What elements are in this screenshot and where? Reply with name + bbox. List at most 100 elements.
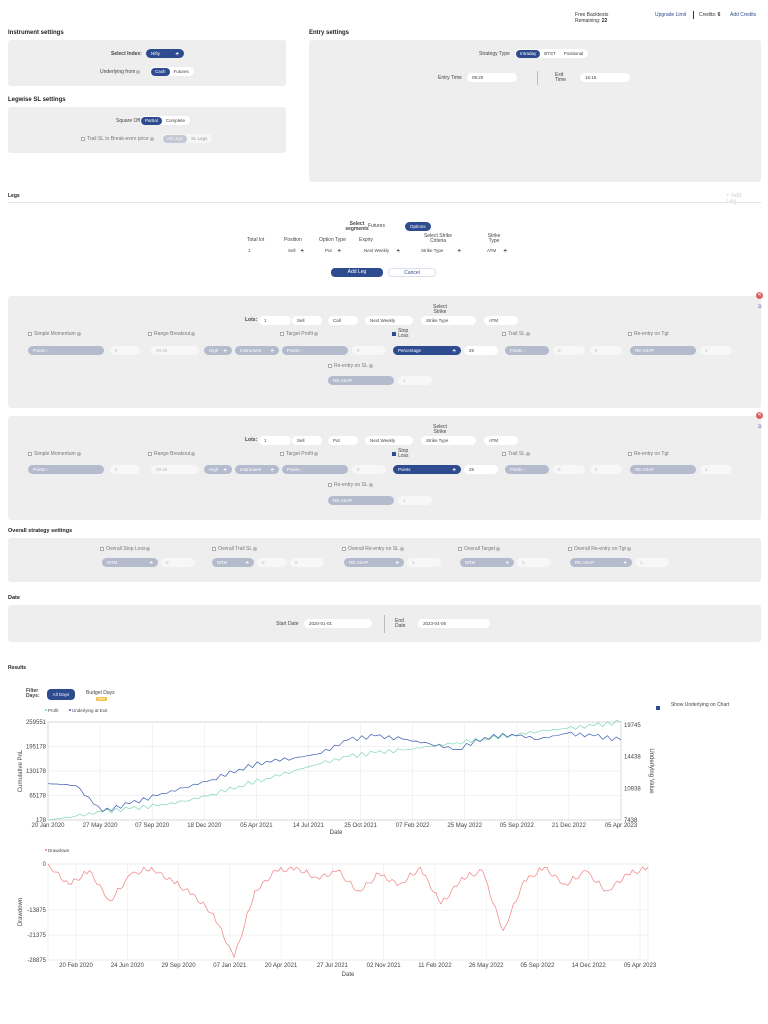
leg-2-reentry-sl-count[interactable]: 1 (398, 496, 432, 505)
leg-2-trail-x[interactable]: 0 (553, 465, 585, 474)
leg-2-reentry-tgt-type[interactable]: RE ASAP (630, 465, 696, 474)
leg-1-momentum-type[interactable]: Points ↑ (28, 346, 104, 355)
leg-2-position[interactable]: Sell (292, 436, 322, 445)
strategy-intraday[interactable]: Intraday (516, 49, 541, 58)
leg-1-option-type[interactable]: Call (328, 316, 358, 325)
leg-1-trail-x[interactable]: 0 (553, 346, 585, 355)
overall-target-option[interactable]: Overall Target (458, 546, 501, 552)
checkbox[interactable] (502, 451, 506, 456)
leg-1-trail-type[interactable]: Points ↑ (505, 346, 549, 355)
option-type-dropdown[interactable]: Put ⬘ (320, 246, 346, 255)
leg-1-simple-momentum[interactable]: Simple Momentum (28, 331, 81, 337)
leg-2-reentry-sl-type[interactable]: RE ASAP (328, 496, 394, 505)
end-date-input[interactable]: 2023-04-06 (418, 619, 490, 628)
leg-2-reentry-tgt[interactable]: Re-entry on Tgt (628, 451, 669, 457)
overall-reentry-sl-option[interactable]: Overall Re-entry on SL (342, 546, 404, 552)
leg-1-strike-criteria[interactable]: Strike Type (421, 316, 476, 325)
checkbox[interactable] (342, 546, 346, 551)
overall-sl-option[interactable]: Overall Stop Loss (100, 546, 151, 552)
leg-1-reentry-tgt-count[interactable]: 1 (700, 346, 732, 355)
overall-reentry-sl-count[interactable]: 1 (407, 558, 441, 567)
checkbox[interactable] (28, 451, 32, 456)
checkbox[interactable] (656, 705, 660, 710)
leg-1-reentry-tgt[interactable]: Re-entry on Tgt (628, 331, 669, 337)
strike-criteria-dropdown[interactable]: Strike Type ⬘ (416, 246, 466, 255)
leg-2-tp-type[interactable]: Points ↑ (282, 465, 348, 474)
select-index-dropdown[interactable]: Nifty ⬘ (146, 49, 184, 58)
leg-2-strike-criteria[interactable]: Strike Type (421, 436, 476, 445)
checkbox[interactable] (628, 451, 632, 456)
expiry-dropdown[interactable]: Next Weekly ⬘ (359, 246, 405, 255)
overall-trail-y[interactable]: 0 (290, 558, 324, 567)
show-underlying-checkbox[interactable] (656, 705, 662, 711)
leg-2-reentry-tgt-count[interactable]: 1 (700, 465, 732, 474)
checkbox[interactable] (328, 482, 332, 487)
leg-2-range-instrument[interactable]: Instrument ⬘ (235, 465, 279, 474)
leg-2-stop-loss[interactable]: Stop Loss (392, 449, 412, 459)
leg-2-trail-y[interactable]: 0 (590, 465, 622, 474)
leg-1-expiry[interactable]: Next Weekly (365, 316, 413, 325)
leg-1-range-time[interactable]: 09:45 (151, 346, 199, 355)
leg-1-strike[interactable]: ATM (484, 316, 518, 325)
entry-time-input[interactable]: 09:20 (467, 73, 517, 82)
leg-1-trail-sl[interactable]: Trail SL (502, 331, 531, 337)
leg-2-strike[interactable]: ATM (484, 436, 518, 445)
leg-2-expiry[interactable]: Next Weekly (365, 436, 413, 445)
leg-1-momentum-value[interactable]: 0 (110, 346, 140, 355)
overall-sl-type[interactable]: MTM ⬘ (102, 558, 158, 567)
leg-2-tp-value[interactable]: 0 (352, 465, 386, 474)
leg-2-momentum-value[interactable]: 0 (110, 465, 140, 474)
upgrade-limit-link[interactable]: Upgrade Limit (655, 12, 687, 18)
segment-futures[interactable]: Futures (368, 223, 385, 229)
overall-reentry-tgt-type[interactable]: RE ASAP ⬘ (570, 558, 632, 567)
trail-all-legs[interactable]: All Legs (163, 134, 188, 143)
checkbox[interactable] (100, 546, 104, 551)
leg-1-tp-value[interactable]: 0 (352, 346, 386, 355)
position-dropdown[interactable]: Sell ⬘ (283, 246, 309, 255)
leg-1-reentry-sl-count[interactable]: 1 (398, 376, 432, 385)
checkbox[interactable] (392, 452, 396, 456)
leg-1-position[interactable]: Sell (292, 316, 322, 325)
leg-1-sl-type[interactable]: Percentage ⬘ (393, 346, 461, 355)
leg-2-lots-input[interactable]: 1 (259, 436, 291, 445)
overall-trail-x[interactable]: 0 (257, 558, 287, 567)
checkbox[interactable] (568, 546, 572, 551)
leg-1-delete-icon[interactable]: ✕ (756, 292, 763, 299)
leg-2-momentum-type[interactable]: Points ↑ (28, 465, 104, 474)
segment-options[interactable]: Options (405, 222, 431, 231)
overall-reentry-tgt-option[interactable]: Overall Re-entry on Tgt (568, 546, 631, 552)
add-leg-corner-link[interactable]: + Add Leg (726, 193, 742, 205)
add-credits-link[interactable]: Add Credits (730, 12, 757, 18)
budget-days-button[interactable]: Budget Days (86, 690, 115, 696)
strategy-positional[interactable]: Positional (563, 50, 584, 56)
overall-target-value[interactable]: 0 (517, 558, 551, 567)
leg-1-lots-input[interactable]: 1 (259, 316, 291, 325)
checkbox[interactable] (458, 546, 462, 551)
leg-2-reentry-sl[interactable]: Re-entry on SL (328, 482, 373, 488)
leg-2-sl-type[interactable]: Points ⬘ (393, 465, 461, 474)
strategy-btst[interactable]: BTST (544, 50, 556, 56)
checkbox[interactable] (28, 331, 32, 336)
overall-trail-sl-option[interactable]: Overall Trail SL (212, 546, 258, 552)
leg-1-range-instrument[interactable]: Instrument ⬘ (235, 346, 279, 355)
leg-1-tp-type[interactable]: Points ↑ (282, 346, 348, 355)
add-leg-button[interactable]: Add Leg (331, 268, 383, 277)
checkbox[interactable] (628, 331, 632, 336)
cancel-button[interactable]: Cancel (388, 268, 436, 277)
leg-1-sl-value[interactable]: 25 (464, 346, 498, 355)
leg-1-trail-y[interactable]: 0 (590, 346, 622, 355)
leg-2-simple-momentum[interactable]: Simple Momentum (28, 451, 81, 457)
overall-trail-type[interactable]: MTM ⬘ (212, 558, 254, 567)
leg-2-range-breakout[interactable]: Range Breakout (148, 451, 196, 457)
checkbox[interactable] (392, 332, 396, 336)
overall-sl-value[interactable]: 0 (161, 558, 195, 567)
square-off-complete[interactable]: Complete (165, 117, 186, 123)
leg-2-copy-icon[interactable]: ⧉ (758, 424, 762, 430)
leg-1-reentry-tgt-type[interactable]: RE ASAP (630, 346, 696, 355)
checkbox[interactable] (148, 331, 152, 336)
trail-sl-legs[interactable]: SL Legs (191, 135, 208, 141)
leg-1-reentry-sl[interactable]: Re-entry on SL (328, 363, 373, 369)
leg-1-stop-loss[interactable]: Stop Loss (392, 329, 412, 339)
leg-1-copy-icon[interactable]: ⧉ (758, 304, 762, 310)
checkbox[interactable] (328, 363, 332, 368)
